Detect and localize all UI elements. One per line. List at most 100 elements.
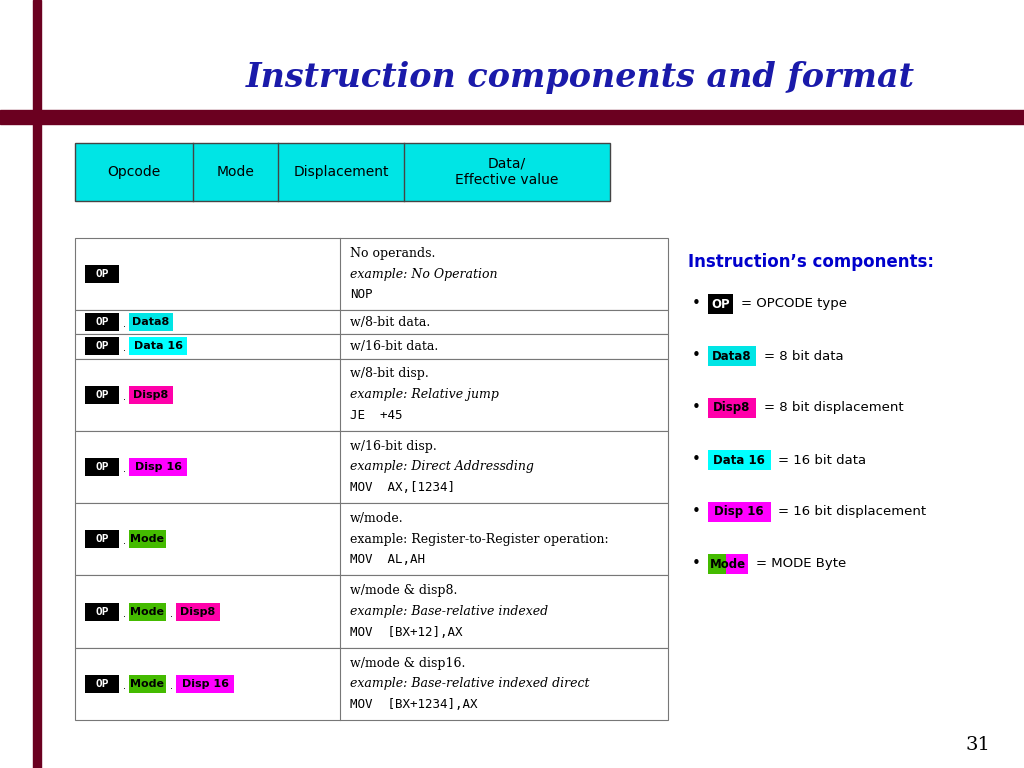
Text: Opcode: Opcode [108, 165, 161, 179]
Text: w/8-bit data.: w/8-bit data. [350, 316, 430, 329]
Text: Disp 16: Disp 16 [135, 462, 181, 472]
Text: example: Direct Addressding: example: Direct Addressding [350, 461, 534, 473]
Text: •: • [691, 349, 700, 363]
Text: •: • [691, 400, 700, 415]
Bar [75, 575, 668, 647]
Text: w/8-bit disp.: w/8-bit disp. [350, 368, 429, 380]
Bar [75, 647, 668, 720]
Bar [708, 398, 756, 418]
Bar [85, 675, 119, 693]
Text: Data 16: Data 16 [134, 342, 182, 352]
Bar [75, 310, 668, 334]
Bar [85, 265, 119, 283]
Text: Data8: Data8 [712, 349, 752, 362]
Text: •: • [691, 505, 700, 519]
Text: 31: 31 [966, 736, 990, 754]
Text: = 8 bit data: = 8 bit data [764, 349, 843, 362]
Text: example: Relative jump: example: Relative jump [350, 388, 499, 401]
Text: example: Base-relative indexed direct: example: Base-relative indexed direct [350, 677, 590, 690]
Text: •: • [691, 452, 700, 468]
Text: = MODE Byte: = MODE Byte [756, 558, 846, 571]
Text: OP: OP [95, 462, 109, 472]
Bar [129, 675, 166, 693]
Text: OP: OP [712, 297, 730, 310]
Bar [129, 386, 173, 404]
Text: Mode: Mode [130, 679, 165, 689]
Bar [708, 294, 733, 314]
Bar [85, 337, 119, 356]
Text: Mode: Mode [130, 535, 165, 545]
Text: OP: OP [95, 317, 109, 327]
Text: .: . [170, 681, 173, 691]
Text: OP: OP [95, 389, 109, 399]
Text: OP: OP [95, 342, 109, 352]
Bar [0, 110, 1024, 124]
Text: Disp8: Disp8 [133, 389, 169, 399]
Text: MOV  [BX+12],AX: MOV [BX+12],AX [350, 626, 463, 639]
Text: Disp8: Disp8 [713, 402, 751, 415]
Bar [129, 603, 166, 621]
Text: Disp8: Disp8 [180, 607, 215, 617]
Text: MOV  [BX+1234],AX: MOV [BX+1234],AX [350, 698, 477, 711]
Text: OP: OP [95, 269, 109, 279]
Text: w/mode & disp8.: w/mode & disp8. [350, 584, 458, 598]
Text: NOP: NOP [350, 288, 373, 301]
Bar [75, 143, 610, 201]
Text: MOV  AL,AH: MOV AL,AH [350, 554, 425, 567]
Text: .: . [124, 343, 127, 353]
Text: .: . [124, 608, 127, 618]
Bar [129, 458, 187, 476]
Text: .: . [124, 319, 127, 329]
Text: w/mode.: w/mode. [350, 512, 403, 525]
Text: Mode: Mode [710, 558, 746, 571]
Bar [85, 530, 119, 548]
Text: w/mode & disp16.: w/mode & disp16. [350, 657, 465, 670]
Bar [708, 502, 770, 522]
Text: OP: OP [95, 679, 109, 689]
Text: .: . [124, 464, 127, 474]
Text: .: . [170, 608, 173, 618]
Text: JE  +45: JE +45 [350, 409, 402, 422]
Bar [85, 386, 119, 404]
Text: Data8: Data8 [132, 317, 170, 327]
Text: OP: OP [95, 607, 109, 617]
Text: .: . [124, 392, 127, 402]
Text: w/16-bit data.: w/16-bit data. [350, 340, 438, 353]
Text: .: . [124, 536, 127, 546]
Text: Data/
Effective value: Data/ Effective value [456, 157, 559, 187]
Text: Instruction’s components:: Instruction’s components: [688, 253, 934, 271]
Text: Disp 16: Disp 16 [181, 679, 228, 689]
Bar [129, 530, 166, 548]
Text: = 8 bit displacement: = 8 bit displacement [764, 402, 903, 415]
Text: = OPCODE type: = OPCODE type [741, 297, 847, 310]
Bar [708, 450, 770, 470]
Text: example: No Operation: example: No Operation [350, 268, 498, 280]
Text: w/16-bit disp.: w/16-bit disp. [350, 440, 437, 453]
Bar [85, 458, 119, 476]
Bar [176, 603, 220, 621]
Bar [176, 675, 234, 693]
Bar [75, 238, 668, 310]
Bar [129, 337, 187, 356]
Text: = 16 bit data: = 16 bit data [778, 453, 866, 466]
Text: •: • [691, 557, 700, 571]
Bar [33, 0, 41, 768]
Bar [85, 603, 119, 621]
Text: example: Base-relative indexed: example: Base-relative indexed [350, 605, 548, 618]
Text: No operands.: No operands. [350, 247, 435, 260]
Bar [708, 346, 756, 366]
Text: Data 16: Data 16 [714, 453, 765, 466]
Text: Mode: Mode [216, 165, 254, 179]
Text: Disp 16: Disp 16 [715, 505, 764, 518]
Bar [75, 503, 668, 575]
Text: OP: OP [95, 535, 109, 545]
Text: example: Register-to-Register operation:: example: Register-to-Register operation: [350, 533, 608, 546]
Bar [726, 554, 748, 574]
Bar [75, 359, 668, 431]
Bar [85, 313, 119, 331]
Text: Displacement: Displacement [294, 165, 389, 179]
Bar [129, 313, 173, 331]
Text: •: • [691, 296, 700, 312]
Bar [708, 554, 726, 574]
Text: MOV  AX,[1234]: MOV AX,[1234] [350, 481, 455, 494]
